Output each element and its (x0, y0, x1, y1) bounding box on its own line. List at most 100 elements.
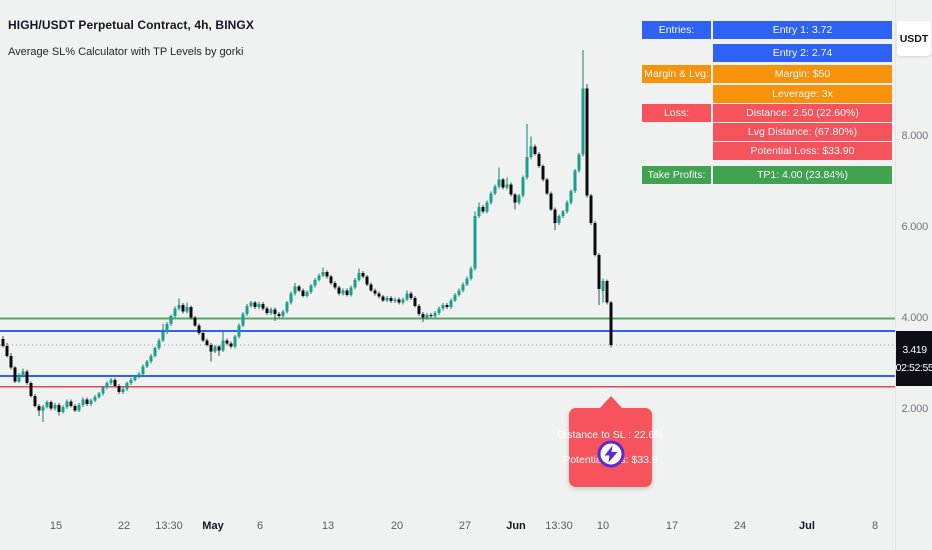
candle-down (25, 369, 29, 385)
candle-up (401, 297, 405, 305)
calc-value-cell: Entry 1: 3.72 (713, 21, 892, 39)
candle-up (97, 391, 101, 399)
candle-down (181, 303, 185, 314)
candle-up (601, 278, 605, 303)
candle-down (337, 285, 341, 296)
candle-up (557, 214, 561, 225)
candle-up (81, 397, 85, 407)
candle-up (245, 303, 249, 316)
candle-up (45, 400, 49, 409)
candle-down (397, 297, 401, 305)
candle-up (465, 276, 469, 287)
candle-down (1, 335, 5, 348)
candle-up (293, 283, 297, 296)
candle-down (9, 353, 13, 370)
candle-up (165, 322, 169, 334)
candle-up (425, 313, 429, 320)
candle-up (101, 385, 105, 396)
candle-down (369, 282, 373, 293)
candle-down (445, 303, 449, 309)
candle-down (217, 344, 221, 356)
candle-up (241, 312, 245, 328)
candle-up (577, 152, 581, 173)
candle-up (569, 189, 573, 205)
candle-down (229, 341, 233, 349)
candle-up (173, 306, 177, 319)
candle-down (501, 177, 505, 190)
candle-up (385, 296, 389, 303)
candle-down (413, 296, 417, 308)
symbol-legend: HIGH/USDT Perpetual Contract, 4h, BINGX … (8, 18, 254, 58)
time-axis[interactable]: 15 22 13:30 May 6 13 20 27 Jun 13:30 10 17 24 Jul 8 (0, 508, 932, 550)
calc-label-cell: Loss: (642, 104, 711, 122)
indicator-title[interactable]: Average SL% Calculator with TP Levels by… (8, 46, 244, 58)
candle-down (389, 296, 393, 304)
candle-down (541, 164, 545, 182)
calc-value-cell: TP1: 4.00 (23.84%) (713, 166, 892, 184)
lightning-bolt-icon (597, 440, 624, 468)
candle-up (353, 278, 357, 290)
calc-value-cell: Lvg Distance: (67.80%) (713, 123, 892, 141)
calc-value-cell: Entry 2: 2.74 (713, 44, 892, 62)
candle-up (109, 378, 113, 385)
symbol-title[interactable]: HIGH/USDT Perpetual Contract, 4h, BINGX (8, 18, 254, 32)
candle-down (253, 300, 257, 309)
candle-down (209, 343, 213, 362)
candle-down (533, 144, 537, 156)
time-axis-label: 24 (733, 520, 747, 532)
candle-up (249, 300, 253, 308)
candle-down (29, 381, 33, 398)
candle-up (477, 202, 481, 218)
candle-up (105, 381, 109, 390)
tooltip-distance-text: Distance to SL : 22.6% (557, 429, 664, 441)
candle-down (409, 291, 413, 300)
candle-down (345, 288, 349, 297)
time-axis-label: 10 (596, 520, 610, 532)
candle-up (505, 177, 509, 190)
candle-up (313, 278, 317, 288)
candle-up (317, 273, 321, 282)
candle-down (429, 313, 433, 319)
candle-down (365, 274, 369, 287)
candle-up (457, 288, 461, 297)
price-axis-label: 2.000 (901, 403, 928, 415)
candle-up (449, 298, 453, 309)
candle-up (517, 193, 521, 205)
candle-up (461, 282, 465, 293)
candle-up (561, 209, 565, 218)
calc-label-cell: Entries: (642, 21, 711, 39)
price-axis[interactable]: 3.419 02:52:55 8.000 6.000 4.000 2.000 (895, 0, 932, 550)
time-axis-label: Jun (506, 520, 526, 532)
candle-up (489, 191, 493, 205)
current-price-badge: 3.419 02:52:55 (896, 331, 932, 386)
time-axis-label: 8 (871, 520, 879, 532)
candle-up (177, 298, 181, 311)
candle-up (145, 359, 149, 369)
candle-up (281, 309, 285, 319)
candle-down (545, 177, 549, 196)
candle-up (349, 285, 353, 297)
candle-up (581, 50, 585, 157)
candle-up (321, 267, 325, 278)
candle-up (469, 266, 473, 281)
candle-up (521, 175, 525, 198)
candle-down (5, 343, 9, 358)
calc-label-cell: Margin & Lvg: (642, 65, 711, 83)
candle-up (493, 184, 497, 196)
candle-down (481, 205, 485, 214)
currency-usdt-button[interactable]: USDT (897, 21, 931, 56)
candle-up (53, 403, 57, 411)
candle-down (329, 274, 333, 285)
candle-down (37, 404, 41, 416)
candle-down (553, 207, 557, 230)
candle-up (161, 323, 165, 343)
candle-down (373, 288, 377, 296)
candle-up (213, 344, 217, 354)
candle-down (13, 365, 17, 384)
candle-up (269, 307, 273, 315)
candle-up (441, 303, 445, 311)
candle-up (153, 346, 157, 358)
candle-up (21, 368, 25, 378)
candle-up (141, 364, 145, 376)
